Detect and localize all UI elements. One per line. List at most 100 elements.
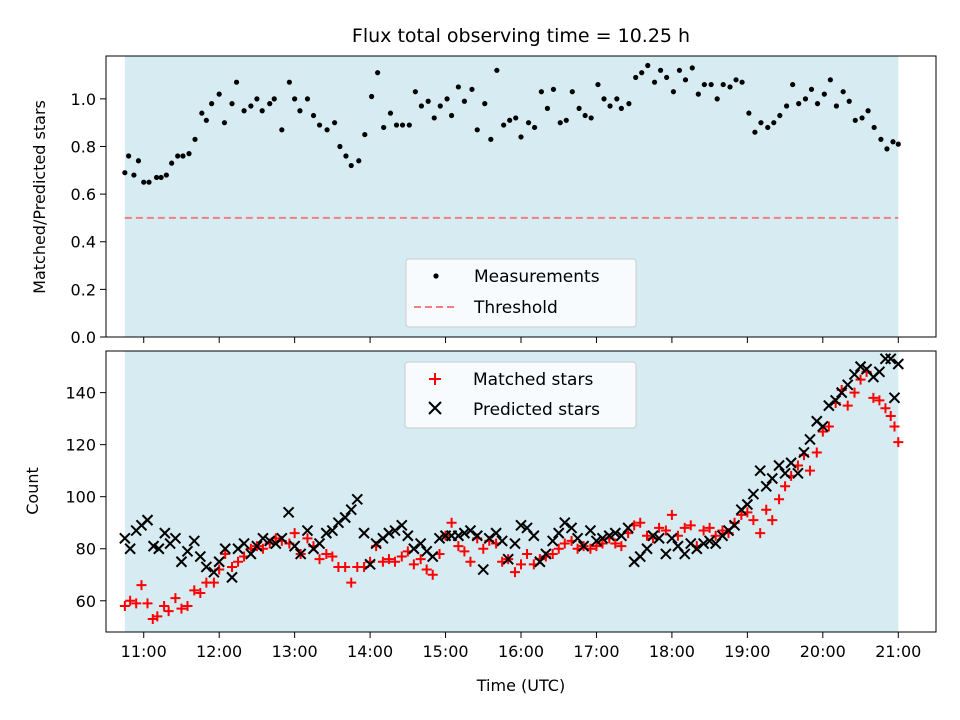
matched-star-point xyxy=(717,525,728,536)
predicted-star-point xyxy=(559,517,571,529)
predicted-star-point xyxy=(433,532,446,545)
predicted-stars-points xyxy=(119,353,904,584)
measurement-point xyxy=(343,153,349,159)
predicted-star-point xyxy=(364,558,376,571)
measurement-point xyxy=(865,108,871,114)
measurement-point xyxy=(455,84,461,90)
measurement-point xyxy=(563,117,569,123)
measurement-point xyxy=(607,103,613,109)
measurement-point xyxy=(739,79,745,85)
predicted-star-point xyxy=(697,537,710,550)
predicted-star-point xyxy=(389,524,401,537)
measurement-point xyxy=(399,122,406,128)
matched-star-point xyxy=(427,569,438,580)
measurement-point xyxy=(576,105,582,111)
matched-star-point xyxy=(478,543,489,554)
matched-star-point xyxy=(823,421,834,432)
legend-matched-label: Matched stars xyxy=(473,370,593,390)
matched-star-point xyxy=(710,530,721,541)
predicted-star-point xyxy=(358,527,370,539)
predicted-star-point xyxy=(741,498,754,511)
predicted-star-point xyxy=(760,480,772,493)
predicted-star-point xyxy=(540,548,552,560)
predicted-star-point xyxy=(596,532,609,545)
matched-star-point xyxy=(408,559,419,570)
matched-star-point xyxy=(389,556,400,567)
predicted-star-point xyxy=(490,527,502,539)
predicted-star-point xyxy=(817,420,829,433)
x-tick-label: 15:00 xyxy=(422,642,468,661)
top-x-ticks xyxy=(143,337,899,343)
matched-star-point xyxy=(804,465,815,476)
measurement-point xyxy=(557,120,563,126)
matched-star-point xyxy=(755,528,766,539)
measurement-point xyxy=(582,112,588,119)
matched-star-point xyxy=(136,580,147,591)
predicted-star-point xyxy=(873,366,886,378)
predicted-star-point xyxy=(396,519,408,532)
predicted-star-point xyxy=(188,535,200,547)
x-axis-label: Time (UTC) xyxy=(476,676,565,695)
predicted-star-point xyxy=(553,527,565,539)
predicted-star-point xyxy=(571,532,584,545)
predicted-star-point xyxy=(370,537,382,550)
matched-star-point xyxy=(396,551,407,562)
matched-star-point xyxy=(289,528,300,539)
legend-measurements-label: Measurements xyxy=(474,267,600,287)
predicted-star-point xyxy=(288,540,301,552)
predicted-star-point xyxy=(590,535,603,547)
predicted-star-point xyxy=(414,537,427,550)
predicted-star-point xyxy=(208,566,220,578)
matched-star-point xyxy=(767,515,778,526)
predicted-star-point xyxy=(119,532,131,545)
measurement-point xyxy=(682,77,689,83)
x-tick-label: 13:00 xyxy=(272,642,318,661)
measurement-point xyxy=(538,89,544,95)
matched-star-point xyxy=(119,600,130,611)
measurement-point xyxy=(425,98,431,104)
y-tick-label: 100 xyxy=(65,488,96,507)
measurement-point xyxy=(316,122,323,128)
measurements-points xyxy=(122,62,901,185)
matched-star-point xyxy=(446,517,457,528)
measurement-point xyxy=(852,117,858,123)
predicted-star-point xyxy=(219,543,231,555)
matched-star-point xyxy=(195,587,206,598)
x-tick-label: 20:00 xyxy=(800,642,846,661)
measurement-point xyxy=(146,179,152,185)
predicted-star-point xyxy=(483,532,496,545)
predicted-star-point xyxy=(238,537,250,550)
measurement-point xyxy=(714,96,720,102)
measurement-point xyxy=(569,89,575,95)
predicted-star-point xyxy=(842,379,854,391)
y-tick-label: 140 xyxy=(65,384,96,403)
predicted-star-point xyxy=(282,506,295,519)
matched-star-point xyxy=(654,522,665,533)
measurement-point xyxy=(163,172,169,178)
legend-measurements-marker xyxy=(433,273,439,279)
measurement-point xyxy=(292,96,298,102)
matched-star-point xyxy=(321,548,332,559)
measurement-point xyxy=(676,67,683,73)
measurement-point xyxy=(701,81,707,88)
matched-star-point xyxy=(176,603,187,614)
predicted-star-point xyxy=(509,537,521,550)
measurement-point xyxy=(827,77,833,83)
predicted-star-point xyxy=(458,527,471,539)
matched-star-point xyxy=(855,374,866,385)
predicted-star-point xyxy=(301,524,314,537)
measurement-point xyxy=(771,120,777,126)
matched-star-point xyxy=(780,481,791,492)
predicted-star-point xyxy=(251,540,263,552)
predicted-star-point xyxy=(124,543,136,555)
measurement-point xyxy=(878,136,884,142)
measurement-point xyxy=(790,81,796,88)
y-tick-label: 0.2 xyxy=(71,280,96,299)
matched-star-point xyxy=(736,509,747,520)
predicted-star-point xyxy=(452,530,465,542)
x-tick-label: 19:00 xyxy=(724,642,770,661)
legend-matched-marker xyxy=(429,373,441,385)
measurement-point xyxy=(324,127,330,133)
measurement-point xyxy=(814,101,821,107)
matched-star-point xyxy=(182,600,193,611)
